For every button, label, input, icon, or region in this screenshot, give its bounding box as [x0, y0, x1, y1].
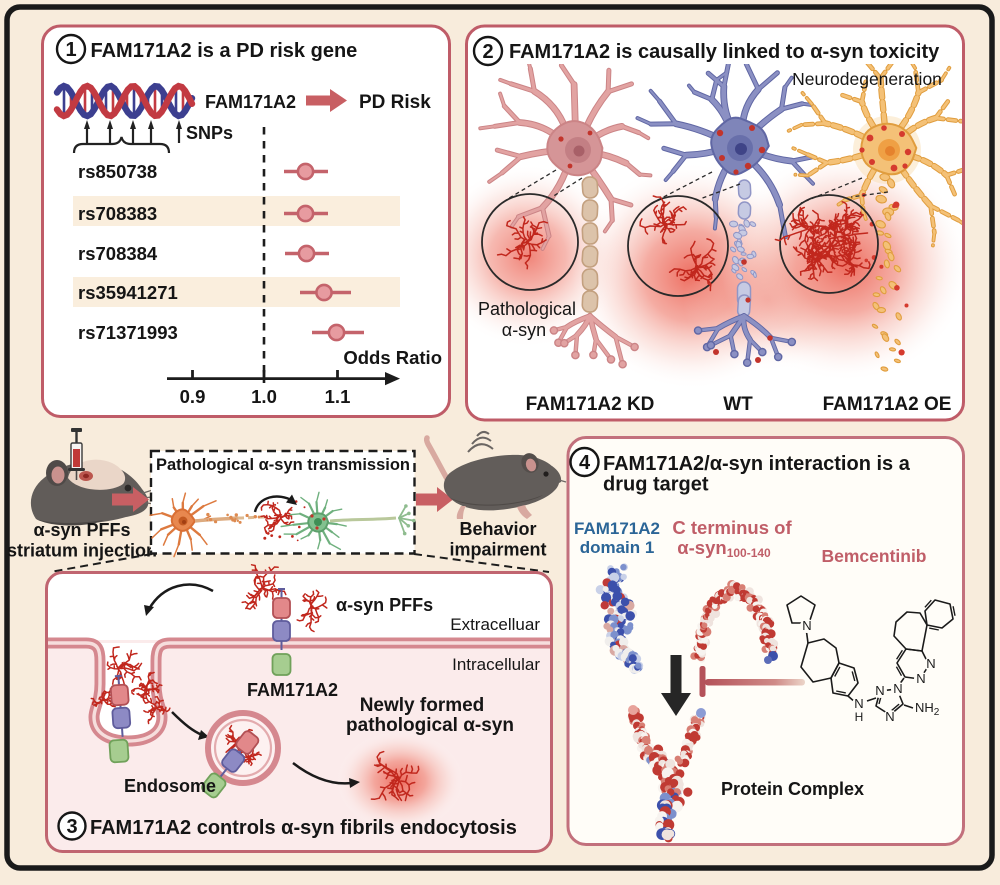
svg-text:Bemcentinib: Bemcentinib	[821, 546, 926, 566]
svg-text:0.9: 0.9	[180, 386, 206, 407]
svg-text:2: 2	[482, 41, 493, 63]
svg-text:rs708384: rs708384	[78, 243, 158, 264]
svg-text:N: N	[926, 656, 935, 671]
svg-text:FAM171A2 KD: FAM171A2 KD	[526, 394, 655, 415]
svg-text:3: 3	[66, 816, 77, 838]
svg-text:N: N	[875, 683, 884, 698]
svg-text:Pathological: Pathological	[478, 299, 576, 319]
svg-text:N: N	[916, 671, 925, 686]
svg-text:H: H	[855, 710, 864, 724]
svg-text:Pathological α-syn transmissio: Pathological α-syn transmission	[156, 456, 410, 474]
svg-text:FAM171A2 is a PD risk gene: FAM171A2 is a PD risk gene	[91, 40, 358, 62]
svg-text:Intracellular: Intracellular	[452, 655, 540, 674]
svg-text:α-syn: α-syn	[502, 320, 546, 340]
svg-text:Newly formed: Newly formed	[360, 695, 485, 716]
svg-text:WT: WT	[723, 394, 753, 415]
svg-text:rs708383: rs708383	[78, 203, 157, 224]
svg-text:FAM171A2/α-syn interaction is: FAM171A2/α-syn interaction is a	[603, 453, 911, 475]
svg-text:FAM171A2: FAM171A2	[205, 92, 296, 112]
svg-text:PD Risk: PD Risk	[359, 92, 431, 113]
svg-text:N: N	[854, 696, 863, 711]
svg-text:FAM171A2 is causally linked to: FAM171A2 is causally linked to α-syn tox…	[509, 41, 940, 63]
svg-text:FAM171A2 OE: FAM171A2 OE	[823, 394, 952, 415]
svg-text:FAM171A2 controls α-syn fibril: FAM171A2 controls α-syn fibrils endocyto…	[90, 817, 517, 839]
svg-text:SNPs: SNPs	[186, 123, 233, 143]
svg-text:α-syn PFFs: α-syn PFFs	[33, 520, 130, 540]
svg-text:C terminus of: C terminus of	[672, 517, 792, 538]
svg-text:N: N	[885, 709, 894, 724]
svg-text:1: 1	[65, 39, 76, 61]
svg-text:Endosome: Endosome	[124, 776, 216, 796]
svg-text:FAM171A2: FAM171A2	[247, 680, 338, 700]
svg-text:drug target: drug target	[603, 474, 709, 496]
svg-text:rs35941271: rs35941271	[78, 282, 178, 303]
svg-text:4: 4	[579, 452, 591, 474]
svg-text:N: N	[802, 618, 811, 633]
svg-text:rs850738: rs850738	[78, 161, 157, 182]
svg-text:Extracelluar: Extracelluar	[450, 615, 540, 634]
svg-text:α-syn PFFs: α-syn PFFs	[336, 595, 433, 615]
svg-text:Protein Complex: Protein Complex	[721, 779, 864, 799]
svg-text:1.1: 1.1	[325, 386, 351, 407]
svg-text:Neurodegeneration: Neurodegeneration	[792, 69, 942, 89]
svg-text:FAM171A2: FAM171A2	[574, 519, 660, 538]
svg-text:impairment: impairment	[449, 540, 546, 560]
svg-text:rs71371993: rs71371993	[78, 322, 178, 343]
svg-text:pathological α-syn: pathological α-syn	[346, 715, 514, 736]
svg-text:Odds Ratio: Odds Ratio	[343, 347, 442, 368]
svg-text:domain 1: domain 1	[580, 538, 655, 557]
svg-text:1.0: 1.0	[251, 386, 277, 407]
svg-text:Behavior: Behavior	[459, 519, 536, 539]
svg-text:N: N	[893, 681, 902, 696]
